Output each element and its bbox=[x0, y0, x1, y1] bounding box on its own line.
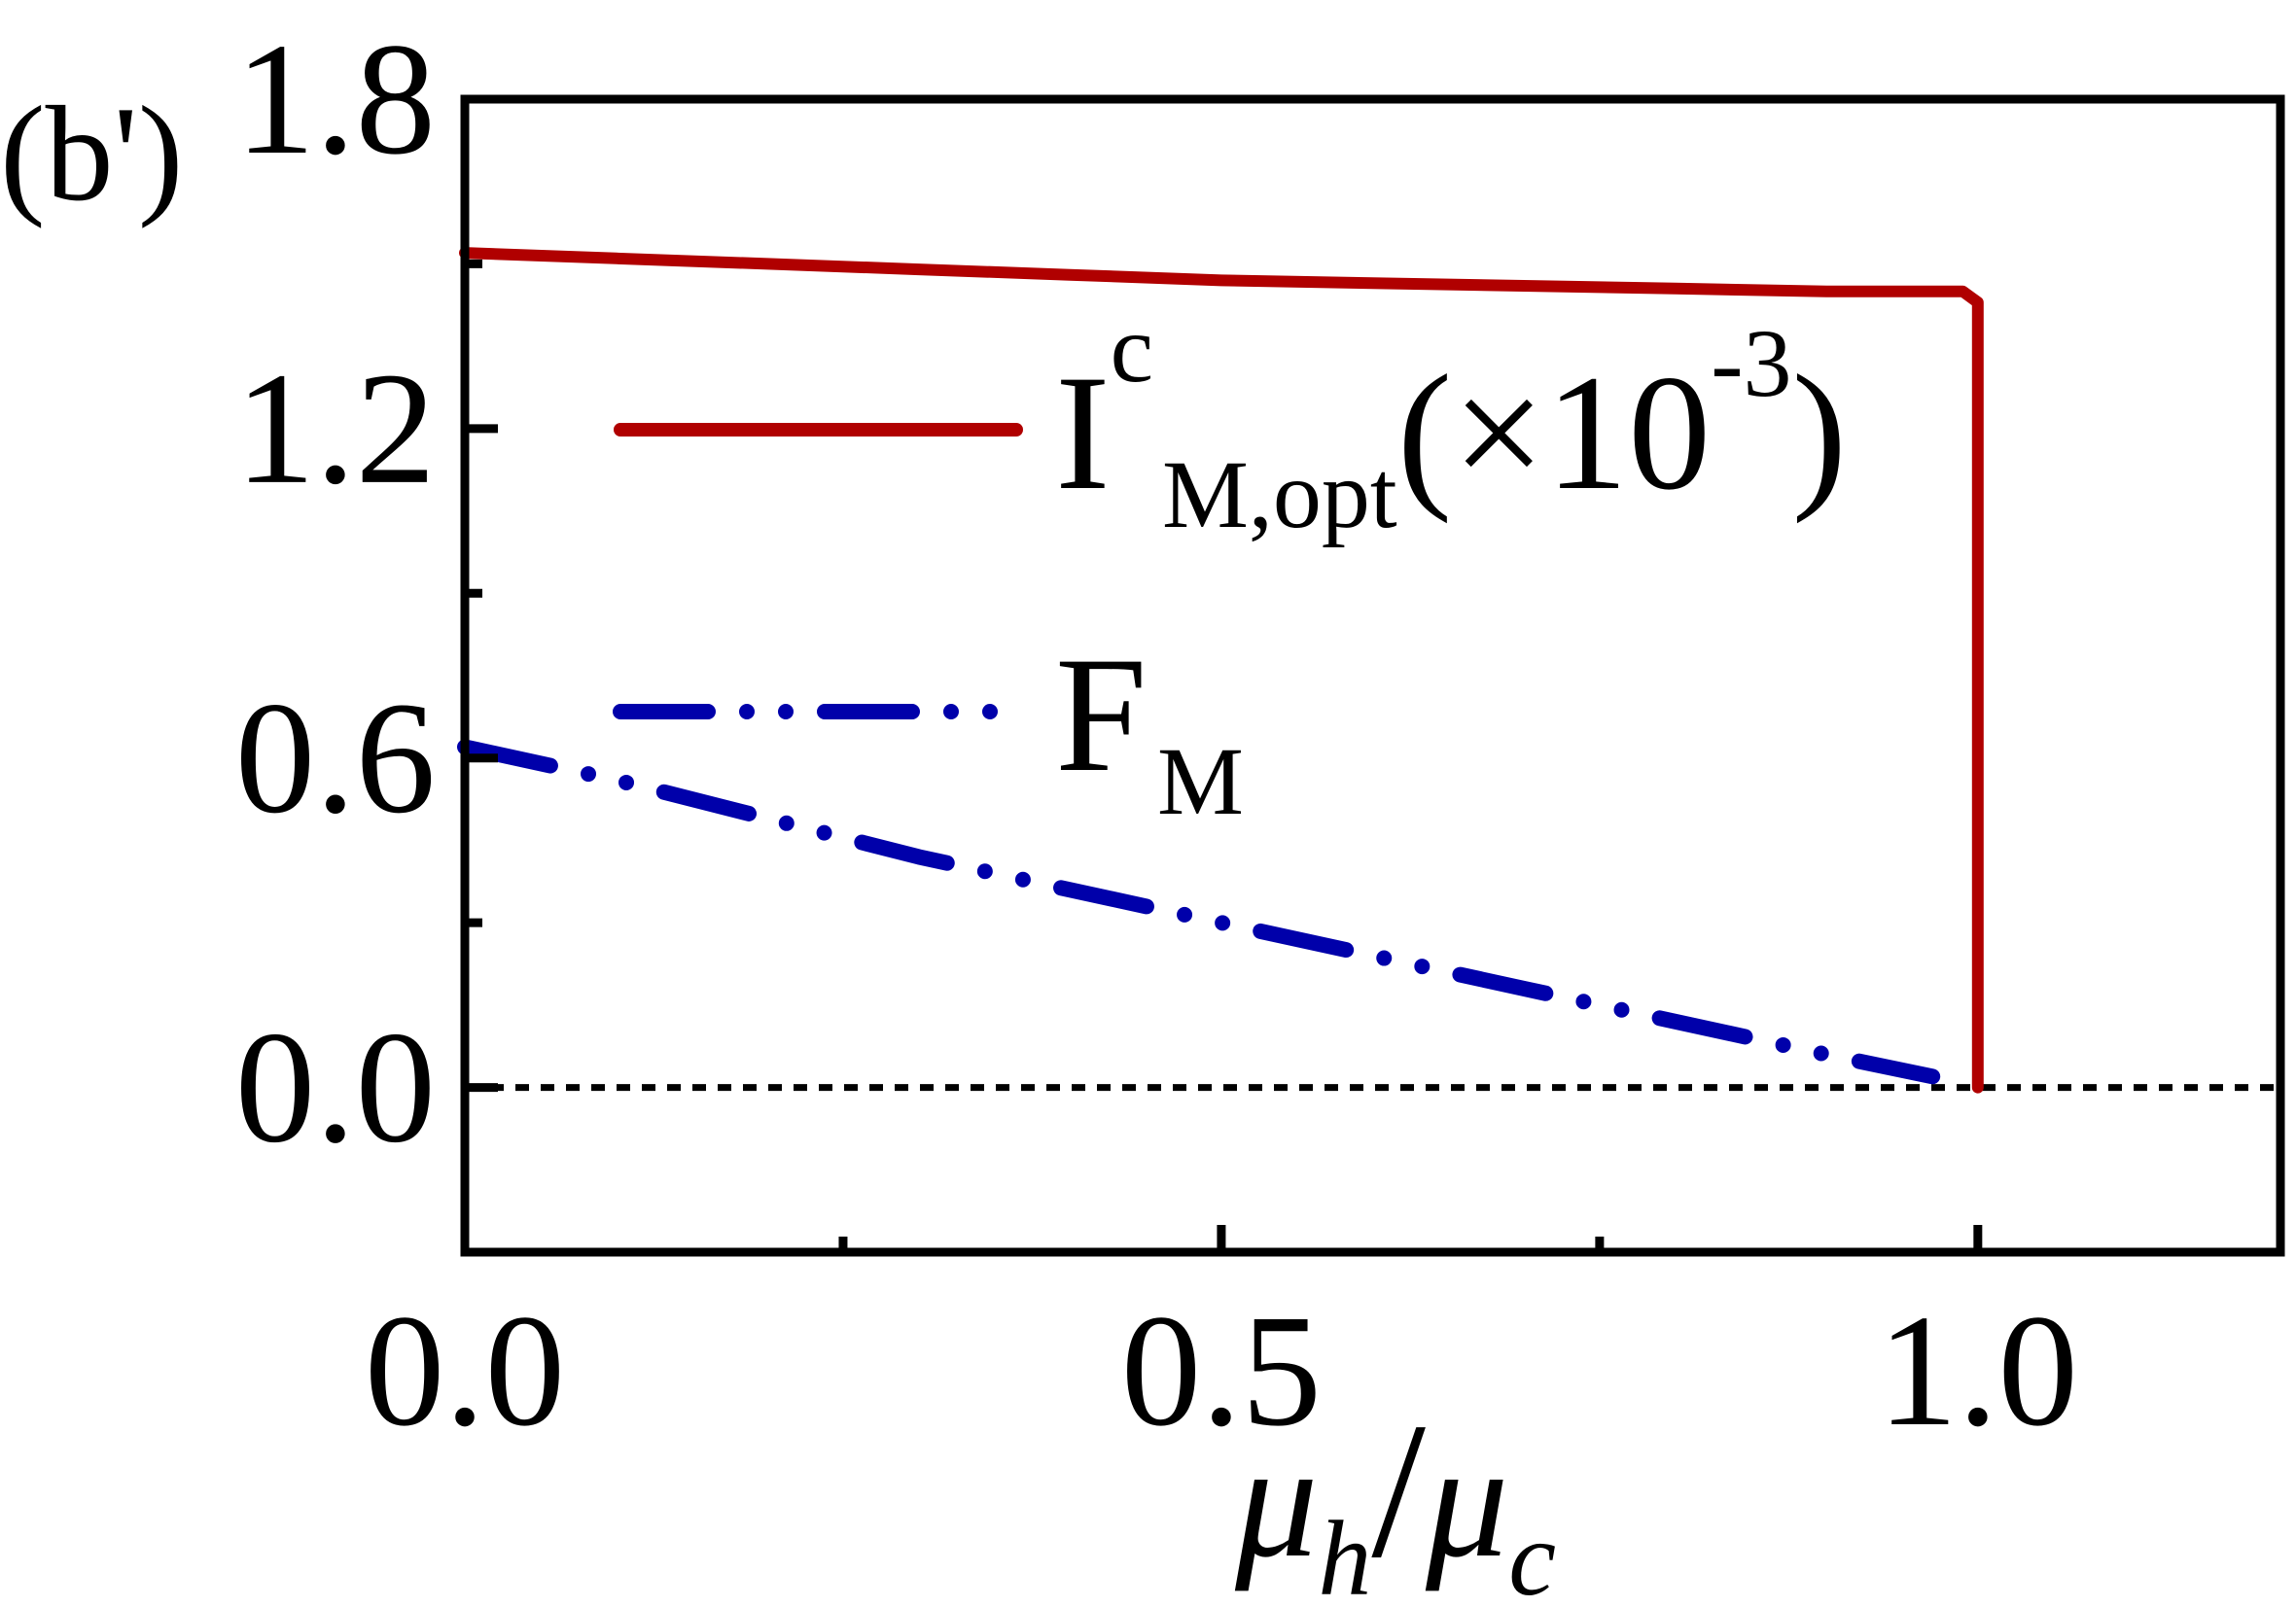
y-tick-label: 0.0 bbox=[235, 998, 436, 1176]
x-tick-label: 1.0 bbox=[1878, 1281, 2078, 1459]
tick-labels: 0.0 0.5 1.0 0.0 0.6 1.2 1.8 bbox=[235, 10, 2078, 1459]
x-axis-label: μh/μc bbox=[1234, 1383, 1556, 1607]
plot-frame bbox=[460, 94, 2285, 1257]
series-line-1 bbox=[457, 739, 1941, 1085]
plot-marks bbox=[457, 247, 2280, 1094]
y-tick-label: 1.8 bbox=[235, 10, 436, 188]
axis-ticks bbox=[460, 94, 1983, 1252]
y-tick-label: 1.2 bbox=[235, 339, 436, 517]
x-tick-label: 0.0 bbox=[365, 1281, 565, 1459]
legend-label-i: IcM,opt(×10-3) bbox=[1055, 295, 1847, 548]
x-tick-label: 0.5 bbox=[1121, 1281, 1322, 1459]
series-line-0 bbox=[459, 247, 1984, 1094]
y-tick-label: 0.6 bbox=[235, 669, 436, 847]
panel-label: (b') bbox=[0, 79, 183, 229]
